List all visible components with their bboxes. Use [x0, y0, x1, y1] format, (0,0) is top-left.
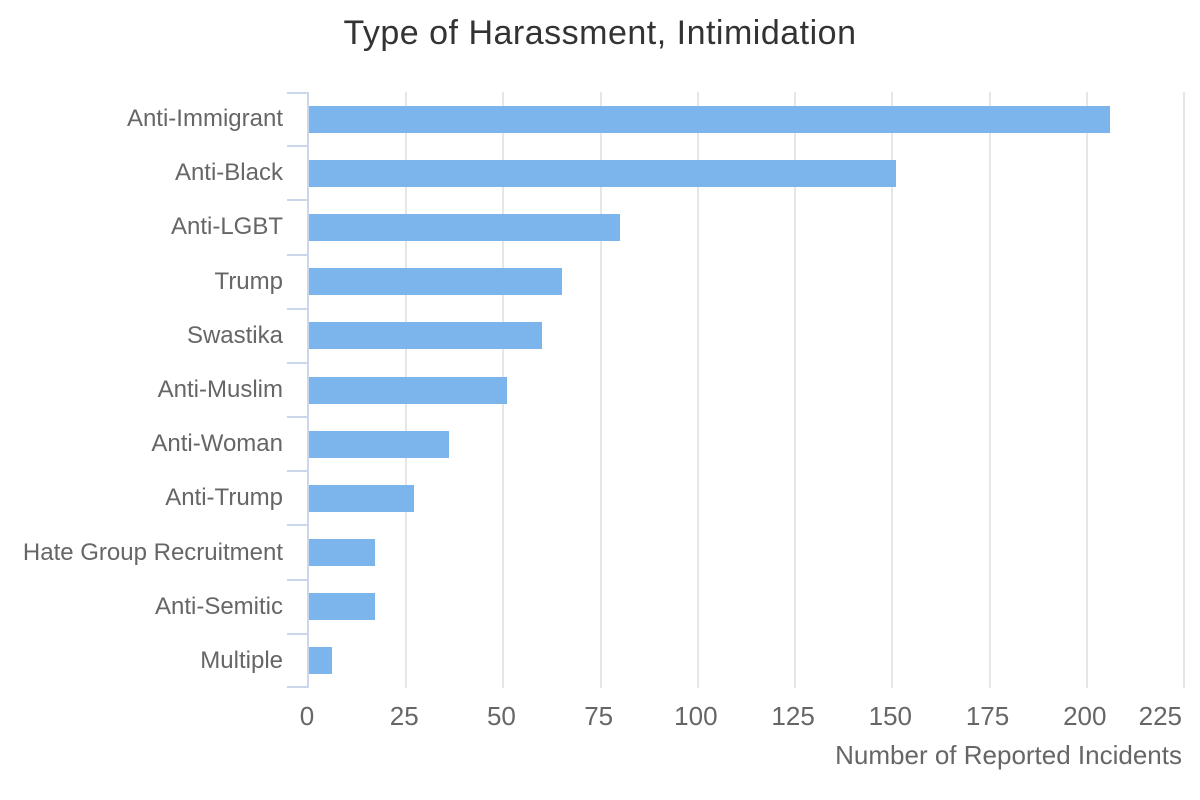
bar-anti-trump[interactable] — [309, 484, 414, 512]
category-axis-tick — [287, 524, 307, 527]
x-tick-label-125: 125 — [771, 701, 815, 731]
bar-swastika[interactable] — [309, 322, 543, 350]
category-axis-tick — [287, 307, 307, 310]
bar-hate-group-recruitment[interactable] — [309, 539, 376, 567]
x-tick-label-150: 150 — [868, 701, 913, 731]
category-axis-tick — [287, 199, 307, 202]
category-axis-labels: Anti-Immigrant Anti-Black Anti-LGBT Trump Sw… — [0, 92, 283, 688]
bar-anti-woman[interactable] — [309, 430, 449, 458]
plot-area — [287, 92, 1185, 688]
category-label-multiple: Multiple — [200, 646, 283, 674]
x-tick-label-75: 75 — [584, 701, 614, 731]
category-label-hate-group-recruitment: Hate Group Recruitment — [22, 538, 283, 566]
category-axis-tick — [287, 253, 307, 256]
value-axis-tick-labels: 0 25 50 75 100 125 150 175 200 225 — [300, 701, 1182, 733]
x-tick-label-225: 225 — [1138, 701, 1182, 731]
category-axis-tick — [287, 361, 307, 364]
category-axis-tick — [287, 145, 307, 148]
category-axis-tick — [287, 686, 307, 688]
category-axis-tick — [287, 632, 307, 635]
category-label-anti-semitic: Anti-Semitic — [154, 592, 283, 620]
category-label-swastika: Swastika — [186, 321, 283, 349]
x-tick-label-200: 200 — [1063, 701, 1107, 731]
x-tick-label-175: 175 — [965, 701, 1010, 731]
bar-anti-immigrant[interactable] — [309, 105, 1111, 133]
x-tick-label-0: 0 — [299, 701, 315, 731]
bar-anti-black[interactable] — [309, 159, 897, 187]
bar-anti-lgbt[interactable] — [309, 213, 621, 241]
category-label-anti-lgbt: Anti-LGBT — [170, 213, 283, 241]
category-axis-tick — [287, 92, 307, 94]
gridline-175 — [988, 92, 991, 688]
bar-anti-semitic[interactable] — [309, 593, 376, 621]
gridline-200 — [1085, 92, 1088, 688]
gridline-125 — [794, 92, 797, 688]
category-label-anti-black: Anti-Black — [174, 159, 283, 187]
category-label-trump: Trump — [214, 267, 283, 295]
gridline-150 — [891, 92, 894, 688]
x-tick-label-100: 100 — [674, 701, 718, 731]
x-tick-label-25: 25 — [389, 701, 419, 731]
bar-multiple[interactable] — [309, 647, 333, 675]
category-label-anti-trump: Anti-Trump — [165, 484, 283, 512]
bar-anti-muslim[interactable] — [309, 376, 508, 404]
x-tick-label-50: 50 — [486, 701, 516, 731]
category-axis-tick — [287, 578, 307, 581]
category-axis-tick — [287, 416, 307, 419]
bar-trump[interactable] — [309, 268, 562, 296]
gridline-100 — [696, 92, 699, 688]
category-axis-tick — [287, 470, 307, 473]
x-axis-title: Number of Reported Incidents — [835, 740, 1182, 770]
gridline-75 — [599, 92, 602, 688]
chart-title: Type of Harassment, Intimidation — [343, 14, 857, 52]
category-label-anti-muslim: Anti-Muslim — [157, 375, 283, 403]
gridline-225 — [1183, 92, 1185, 688]
category-label-anti-woman: Anti-Woman — [151, 430, 283, 458]
category-label-anti-immigrant: Anti-Immigrant — [126, 105, 283, 133]
